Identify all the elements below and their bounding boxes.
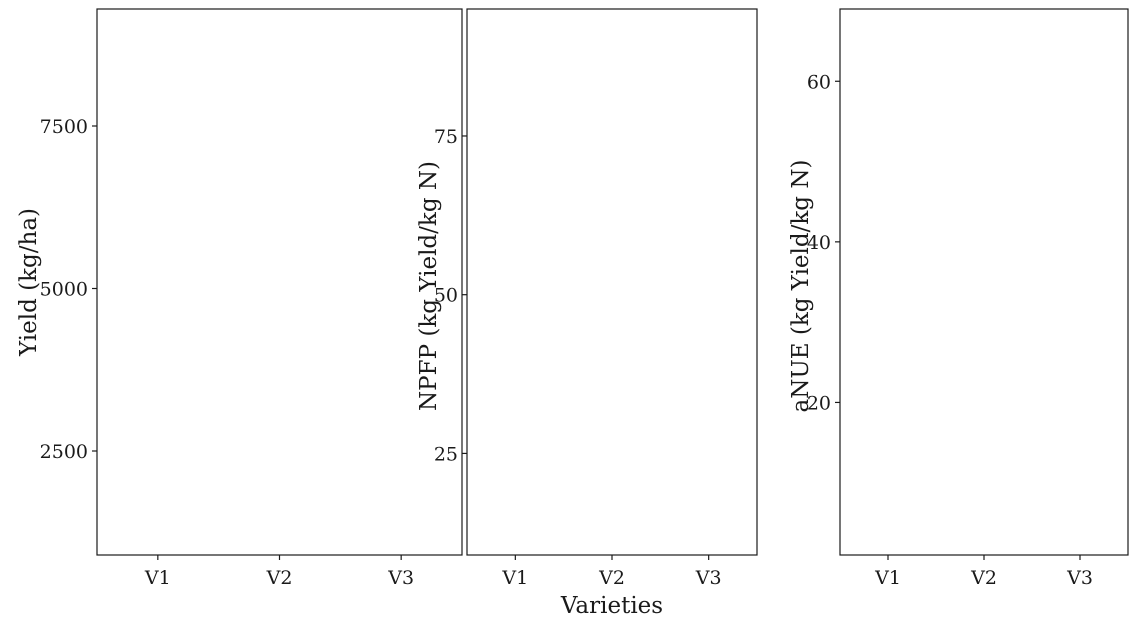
x-axis-title: Varieties: [560, 593, 663, 619]
y-tick-label: 7500: [40, 116, 88, 138]
x-tick-label: V1: [874, 567, 901, 589]
y-tick-label: 40: [807, 232, 831, 254]
y-axis-title: NPFP (kg Yield/kg N): [416, 161, 442, 411]
y-tick-label: 50: [434, 285, 458, 307]
y-tick-label: 60: [807, 71, 831, 93]
y-tick-label: 25: [434, 443, 458, 465]
x-tick-label: V1: [501, 567, 528, 589]
x-tick-label: V3: [695, 567, 722, 589]
x-tick-label: V2: [970, 567, 997, 589]
y-axis-title: aNUE (kg Yield/kg N): [788, 160, 814, 413]
y-tick-label: 2500: [40, 441, 88, 463]
panel-border: [839, 8, 1129, 556]
y-axis-title: Yield (kg/ha): [16, 208, 42, 357]
x-tick-label: V2: [598, 567, 625, 589]
panel-border: [466, 8, 758, 556]
x-tick-label: V1: [144, 567, 171, 589]
y-tick-label: 5000: [40, 279, 88, 301]
x-tick-label: V3: [387, 567, 414, 589]
x-tick-label: V2: [266, 567, 293, 589]
y-tick-label: 75: [434, 126, 458, 148]
x-tick-label: V3: [1066, 567, 1093, 589]
panel-border: [96, 8, 463, 556]
y-tick-label: 20: [807, 392, 831, 414]
